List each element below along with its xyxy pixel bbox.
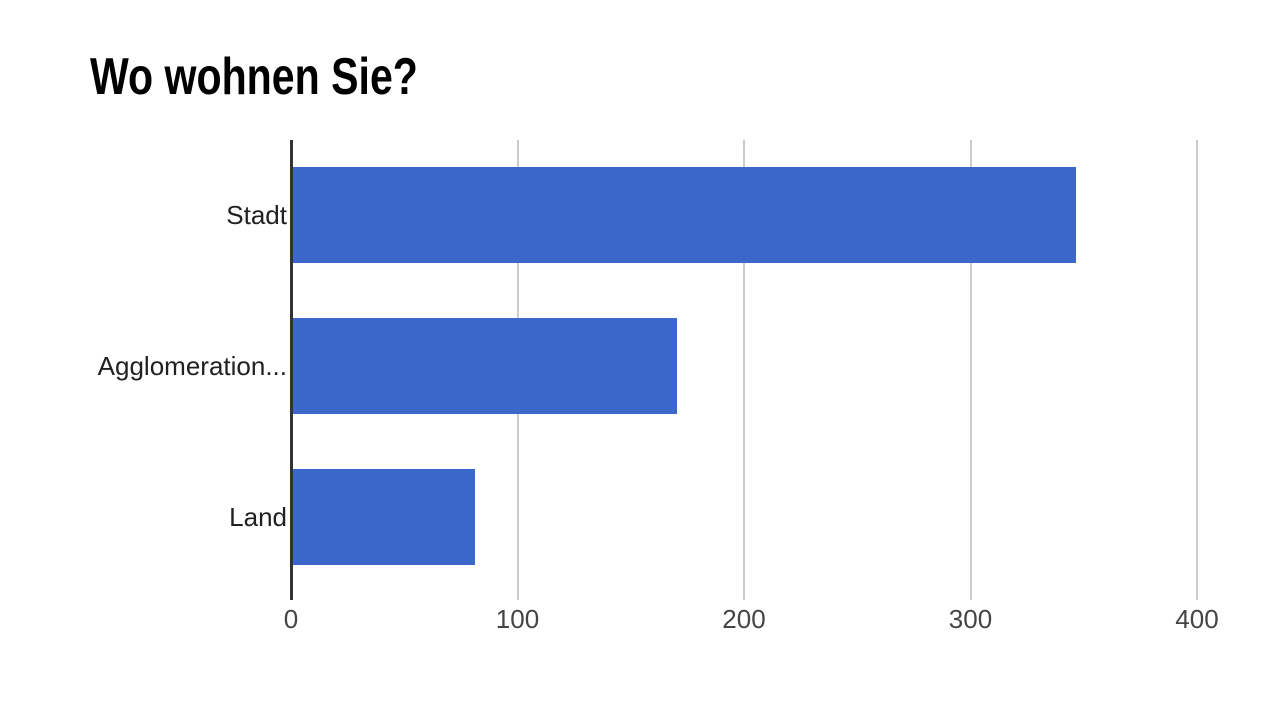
x-tick-label: 100 xyxy=(495,604,540,634)
x-tick-mark xyxy=(743,592,745,600)
chart-title: Wo wohnen Sie? xyxy=(90,48,418,106)
gridline xyxy=(743,140,745,592)
plot-area: 0 100 200 300 400 xyxy=(284,140,1219,634)
x-tick-mark xyxy=(1196,592,1198,600)
x-tick-mark xyxy=(969,592,972,600)
gridline xyxy=(1196,140,1198,592)
x-tick-label: 400 xyxy=(1175,604,1219,634)
category-label: Agglomeration... xyxy=(97,351,287,381)
x-tick-label: 300 xyxy=(948,604,993,634)
category-label: Land xyxy=(229,501,287,532)
bar xyxy=(292,468,476,565)
x-tick-mark xyxy=(516,592,519,600)
category-label: Stadt xyxy=(226,200,287,231)
bar xyxy=(292,167,1076,264)
x-tick-label: 200 xyxy=(722,604,766,634)
zero-axis-line xyxy=(290,140,293,600)
gridline xyxy=(969,140,972,592)
bar xyxy=(292,318,678,414)
x-tick-label: 0 xyxy=(283,604,299,634)
category-labels: Stadt Agglomeration... Land xyxy=(0,140,287,592)
